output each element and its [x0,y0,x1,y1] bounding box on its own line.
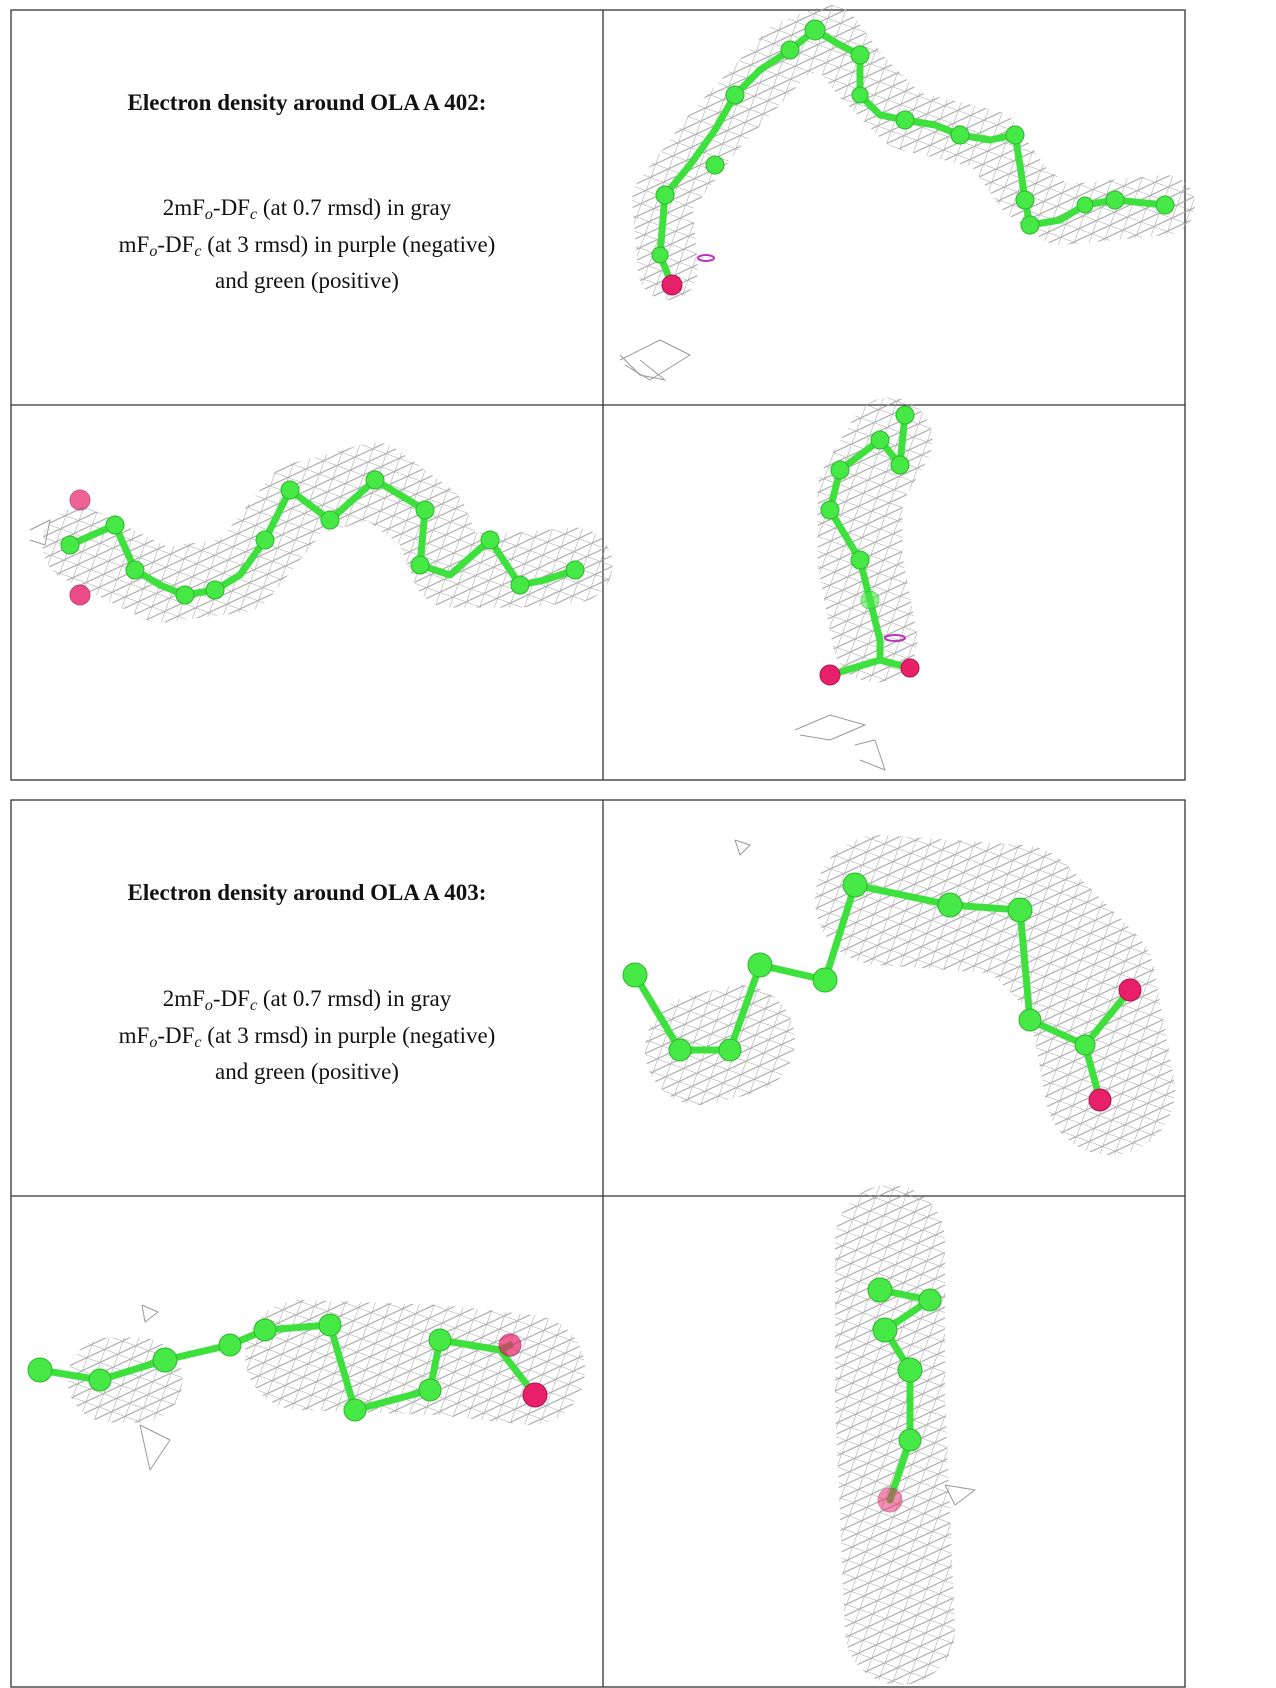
subscript: c [194,243,201,260]
subscript: c [194,1034,201,1051]
text-run: and green (positive) [215,268,399,293]
density-view [28,1305,547,1470]
panel-title: Electron density around OLA A 403: [128,880,487,905]
text-run: -DF [213,195,250,220]
document: Electron density around OLA A 402: 2mFo-… [0,0,1276,1688]
density-view [623,840,1141,1111]
density-view [795,406,919,770]
text-run: and green (positive) [215,1059,399,1084]
subscript: o [205,206,213,223]
text-run: (at 3 rmsd) in purple (negative) [202,232,496,257]
text-run: -DF [157,232,194,257]
text-run: mF [119,232,150,257]
legend-line: mFo-DFc (at 3 rmsd) in purple (negative) [119,232,496,260]
legend-line: 2mFo-DFc (at 0.7 rmsd) in gray [163,195,452,223]
subscript: c [250,997,257,1014]
text-run: (at 0.7 rmsd) in gray [257,986,452,1011]
legend-line: mFo-DFc (at 3 rmsd) in purple (negative) [119,1023,496,1051]
legend-line: and green (positive) [215,1059,399,1084]
text-run: (at 0.7 rmsd) in gray [257,195,452,220]
subscript: c [250,206,257,223]
subscript: o [149,1034,157,1051]
text-run: -DF [157,1023,194,1048]
text-run: 2mF [163,195,205,220]
table-403: Electron density around OLA A 403: 2mFo-… [11,800,1185,1687]
panel-title: Electron density around OLA A 402: [128,90,487,115]
density-view [30,471,584,605]
text-run: (at 3 rmsd) in purple (negative) [202,1023,496,1048]
table-402: Electron density around OLA A 402: 2mFo-… [11,10,1185,780]
text-run: mF [119,1023,150,1048]
page: Electron density around OLA A 402: 2mFo-… [0,0,1276,1688]
text-run: -DF [213,986,250,1011]
density-view [620,20,1174,380]
text-run: 2mF [163,986,205,1011]
density-view [868,1240,975,1630]
legend-line: 2mFo-DFc (at 0.7 rmsd) in gray [163,986,452,1014]
subscript: o [149,243,157,260]
subscript: o [205,997,213,1014]
legend-line: and green (positive) [215,268,399,293]
